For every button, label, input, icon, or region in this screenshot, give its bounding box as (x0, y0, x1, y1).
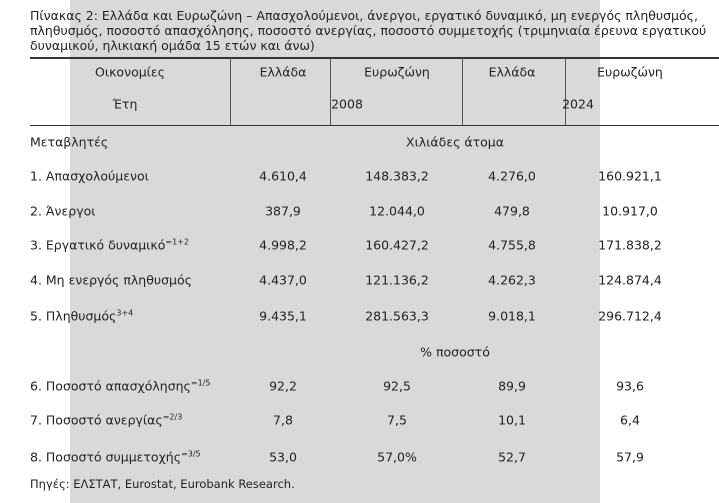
row-label: 3. Εργατικό δυναμικό=1+2 (30, 237, 189, 252)
column-header: Ευρωζώνη (364, 64, 430, 80)
rule (30, 125, 719, 126)
column-header: Ευρωζώνη (597, 64, 663, 80)
superscript: 3+4 (116, 308, 134, 318)
cell-value: 9.018,1 (488, 308, 536, 324)
cell-value: 57,9 (616, 449, 644, 465)
cell-value: 281.563,3 (365, 308, 429, 324)
cell-value: 92,2 (269, 378, 297, 394)
cell-value: 6,4 (620, 412, 640, 428)
cell-value: 52,7 (498, 449, 526, 465)
variables-label: Μεταβλητές (30, 134, 109, 150)
cell-value: 93,6 (616, 378, 644, 394)
shaded-area (70, 0, 600, 503)
cell-value: 9.435,1 (259, 308, 307, 324)
divider (565, 58, 566, 125)
column-header: Ελλάδα (488, 64, 536, 80)
cell-value: 7,8 (273, 412, 293, 428)
divider (330, 58, 331, 125)
years-label: Έτη (112, 96, 138, 112)
cell-value: 4.276,0 (488, 168, 536, 184)
row-label: 1. Απασχολούμενοι (30, 169, 149, 184)
row-label-text: 5. Πληθυσμός (30, 308, 117, 324)
year: 2008 (331, 96, 363, 112)
superscript: =1+2 (165, 237, 190, 247)
row-label-text: 6. Ποσοστό απασχόλησης (30, 378, 191, 394)
cell-value: 4.998,2 (259, 237, 307, 253)
row-label: 5. Πληθυσμός3+4 (30, 308, 133, 323)
superscript: =2/3 (162, 412, 183, 422)
row-label: 2. Άνεργοι (30, 204, 96, 219)
divider (230, 58, 231, 125)
row-label: 7. Ποσοστό ανεργίας=2/3 (30, 412, 182, 427)
row-label: 6. Ποσοστό απασχόλησης=1/5 (30, 378, 210, 393)
row-label-text: 8. Ποσοστό συμμετοχής (30, 449, 182, 465)
cell-value: 10,1 (498, 412, 526, 428)
section-label: % ποσοστό (420, 344, 490, 360)
row-label-text: 3. Εργατικό δυναμικό (30, 237, 166, 253)
cell-value: 12.044,0 (369, 203, 425, 219)
cell-value: 89,9 (498, 378, 526, 394)
cell-value: 479,8 (494, 203, 530, 219)
cell-value: 160.427,2 (365, 237, 429, 253)
row-label-text: 4. Μη ενεργός πληθυσμός (30, 272, 192, 288)
cell-value: 4.610,4 (259, 168, 307, 184)
cell-value: 4.755,8 (488, 237, 536, 253)
row-label-text: 7. Ποσοστό ανεργίας (30, 412, 163, 428)
superscript: =3/5 (181, 449, 201, 459)
cell-value: 124.874,4 (598, 272, 662, 288)
column-header: Ελλάδα (259, 64, 307, 80)
cell-value: 10.917,0 (602, 203, 658, 219)
rule (30, 57, 719, 59)
cell-value: 148.383,2 (365, 168, 429, 184)
source: Πηγές: ΕΛΣΤΑΤ, Eurostat, Eurobank Resear… (30, 477, 295, 491)
title: Πίνακας 2: Ελλάδα και Ευρωζώνη – Απασχολ… (30, 8, 707, 53)
cell-value: 296.712,4 (598, 308, 662, 324)
cell-value: 4.437,0 (259, 272, 307, 288)
row-label: 4. Μη ενεργός πληθυσμός (30, 273, 192, 288)
cell-value: 171.838,2 (598, 237, 662, 253)
column-header: Οικονομίες (95, 64, 165, 80)
row-label: 8. Ποσοστό συμμετοχής=3/5 (30, 449, 201, 464)
cell-value: 53,0 (269, 449, 297, 465)
superscript: =1/5 (190, 378, 211, 388)
cell-value: 387,9 (265, 203, 301, 219)
cell-value: 160.921,1 (598, 168, 662, 184)
row-label-text: 2. Άνεργοι (30, 203, 96, 219)
cell-value: 121.136,2 (365, 272, 429, 288)
row-label-text: 1. Απασχολούμενοι (30, 168, 149, 184)
cell-value: 4.262,3 (488, 272, 536, 288)
divider (462, 58, 463, 125)
cell-value: 92,5 (383, 378, 411, 394)
cell-value: 57,0% (377, 449, 417, 465)
section-label: Χιλιάδες άτομα (406, 134, 504, 150)
year: 2024 (562, 96, 594, 112)
cell-value: 7,5 (387, 412, 407, 428)
